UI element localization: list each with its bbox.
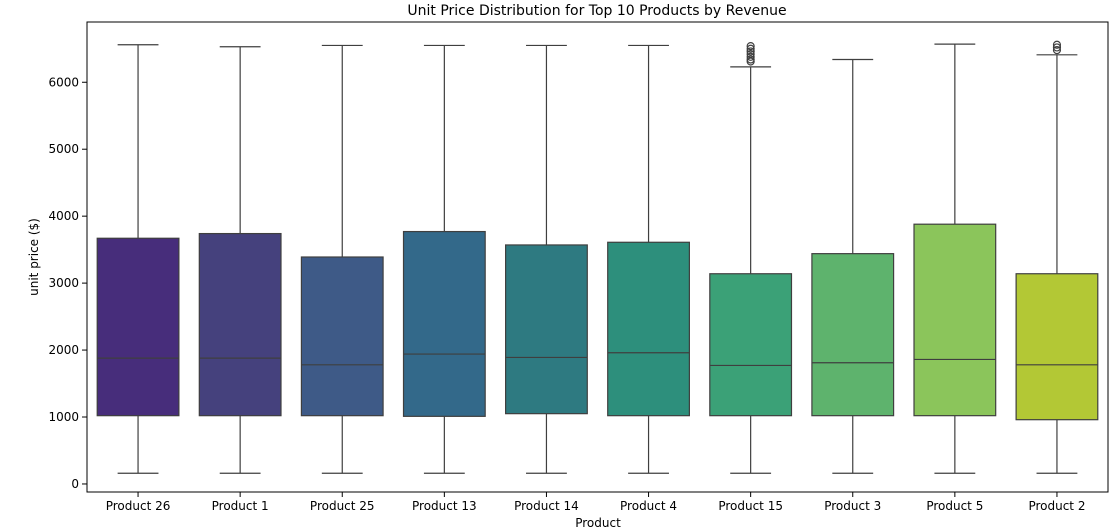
outlier-point [1052, 46, 1062, 55]
box [607, 241, 690, 417]
plot-frame [86, 21, 1109, 493]
outlier-point [746, 47, 755, 56]
outlier-point [746, 52, 755, 61]
y-tick-label: 4000 [48, 209, 79, 223]
y-tick-label: 5000 [48, 142, 79, 156]
chart-title: Unit Price Distribution for Top 10 Produ… [407, 3, 786, 19]
box [811, 253, 895, 417]
x-tick-label: Product 15 [718, 499, 783, 513]
x-tick-label: Product 3 [824, 499, 881, 513]
x-tick-label: Product 1 [212, 499, 269, 513]
outlier-point [1052, 43, 1062, 52]
y-tick-label: 3000 [48, 276, 79, 290]
y-axis-title: unit price ($) [27, 218, 41, 296]
box [96, 237, 180, 417]
y-tick-label: 6000 [48, 75, 79, 89]
x-tick-label: Product 4 [620, 499, 677, 513]
outlier-point [746, 42, 755, 51]
box [300, 256, 384, 417]
x-axis-title: Product [575, 516, 621, 530]
box [709, 273, 793, 417]
x-tick-label: Product 14 [514, 499, 579, 513]
x-tick-label: Product 5 [926, 499, 983, 513]
outlier-point [746, 44, 755, 53]
plot-area: 0 1000 2000 3000 4000 5000 6000 Product 26 Produ… [48, 40, 1099, 513]
y-tick-label: 1000 [48, 410, 79, 424]
y-tick-label: 2000 [48, 343, 79, 357]
x-tick-label: Product 26 [106, 499, 171, 513]
box [913, 223, 997, 417]
outlier-point [746, 55, 755, 64]
x-tick-label: Product 25 [310, 499, 375, 513]
y-tick-label: 0 [71, 477, 79, 491]
box [402, 230, 486, 417]
x-tick-label: Product 13 [412, 499, 477, 513]
box [505, 244, 588, 415]
outlier-point [1052, 40, 1062, 49]
box [1015, 273, 1099, 421]
box [198, 232, 282, 417]
x-tick-label: Product 2 [1028, 499, 1085, 513]
outlier-point [746, 50, 755, 59]
